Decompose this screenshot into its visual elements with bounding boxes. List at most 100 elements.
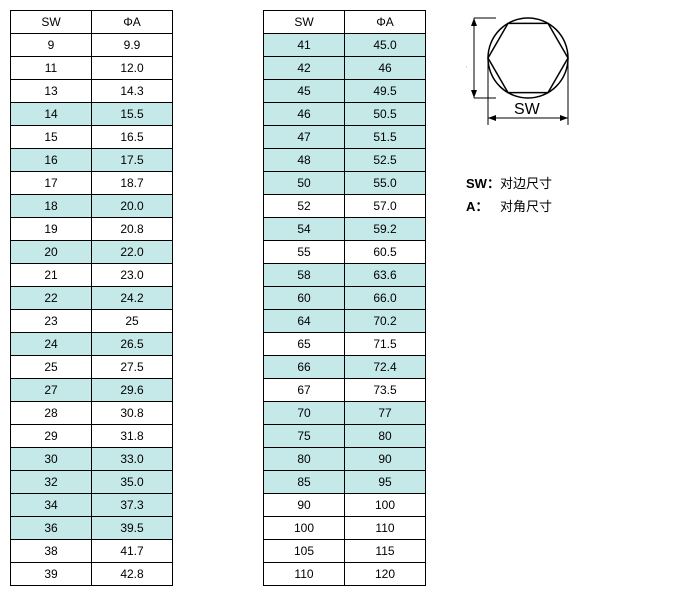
cell-sw: 29: [11, 425, 92, 448]
cell-phiA: 55.0: [345, 172, 426, 195]
cell-sw: 11: [11, 57, 92, 80]
table-row: 1415.5: [11, 103, 173, 126]
cell-sw: 24: [11, 333, 92, 356]
cell-sw: 110: [264, 563, 345, 586]
cell-phiA: 77: [345, 402, 426, 425]
table-left: SW ΦA 99.91112.01314.31415.51516.51617.5…: [10, 10, 173, 586]
legend-a-key: A：: [466, 196, 500, 215]
cell-phiA: 24.2: [92, 287, 173, 310]
cell-phiA: 20.8: [92, 218, 173, 241]
cell-phiA: 29.6: [92, 379, 173, 402]
cell-sw: 25: [11, 356, 92, 379]
table-row: 1920.8: [11, 218, 173, 241]
cell-sw: 22: [11, 287, 92, 310]
cell-phiA: 120: [345, 563, 426, 586]
cell-phiA: 59.2: [345, 218, 426, 241]
table-row: 8090: [264, 448, 426, 471]
cell-sw: 75: [264, 425, 345, 448]
cell-sw: 65: [264, 333, 345, 356]
table-row: 7077: [264, 402, 426, 425]
cell-phiA: 22.0: [92, 241, 173, 264]
cell-sw: 13: [11, 80, 92, 103]
table-row: 4852.5: [264, 149, 426, 172]
cell-sw: 67: [264, 379, 345, 402]
table-row: 1112.0: [11, 57, 173, 80]
cell-phiA: 14.3: [92, 80, 173, 103]
table-row: 3841.7: [11, 540, 173, 563]
table-row: 5055.0: [264, 172, 426, 195]
cell-phiA: 39.5: [92, 517, 173, 540]
table-row: 6470.2: [264, 310, 426, 333]
cell-phiA: 57.0: [345, 195, 426, 218]
table-row: 100110: [264, 517, 426, 540]
cell-phiA: 35.0: [92, 471, 173, 494]
table-row: 3235.0: [11, 471, 173, 494]
cell-sw: 16: [11, 149, 92, 172]
table-row: 3033.0: [11, 448, 173, 471]
table-row: 4145.0: [264, 34, 426, 57]
table-row: 5560.5: [264, 241, 426, 264]
cell-phiA: 71.5: [345, 333, 426, 356]
cell-sw: 34: [11, 494, 92, 517]
cell-phiA: 45.0: [345, 34, 426, 57]
cell-sw: 50: [264, 172, 345, 195]
table-row: 2729.6: [11, 379, 173, 402]
legend-a-text: 对角尺寸: [500, 199, 552, 214]
hex-diagram: ØA SW: [466, 10, 576, 143]
cell-phiA: 15.5: [92, 103, 173, 126]
cell-sw: 55: [264, 241, 345, 264]
diagram-label-phiA: ØA: [466, 47, 469, 68]
table-row: 105115: [264, 540, 426, 563]
cell-sw: 32: [11, 471, 92, 494]
cell-phiA: 18.7: [92, 172, 173, 195]
cell-phiA: 26.5: [92, 333, 173, 356]
table-row: 5257.0: [264, 195, 426, 218]
table-row: 3942.8: [11, 563, 173, 586]
cell-sw: 90: [264, 494, 345, 517]
cell-sw: 17: [11, 172, 92, 195]
cell-phiA: 50.5: [345, 103, 426, 126]
cell-phiA: 52.5: [345, 149, 426, 172]
table-row: 2527.5: [11, 356, 173, 379]
cell-phiA: 46: [345, 57, 426, 80]
legend-sw: SW：对边尺寸: [466, 173, 576, 192]
cell-sw: 9: [11, 34, 92, 57]
table-row: 3437.3: [11, 494, 173, 517]
cell-phiA: 25: [92, 310, 173, 333]
cell-phiA: 60.5: [345, 241, 426, 264]
cell-phiA: 80: [345, 425, 426, 448]
cell-sw: 85: [264, 471, 345, 494]
cell-sw: 52: [264, 195, 345, 218]
table-row: 4549.5: [264, 80, 426, 103]
cell-phiA: 31.8: [92, 425, 173, 448]
table-row: 6066.0: [264, 287, 426, 310]
table-row: 4650.5: [264, 103, 426, 126]
cell-phiA: 30.8: [92, 402, 173, 425]
cell-phiA: 72.4: [345, 356, 426, 379]
table-row: 2022.0: [11, 241, 173, 264]
cell-phiA: 63.6: [345, 264, 426, 287]
cell-phiA: 27.5: [92, 356, 173, 379]
cell-phiA: 115: [345, 540, 426, 563]
cell-sw: 38: [11, 540, 92, 563]
cell-sw: 45: [264, 80, 345, 103]
table-row: 8595: [264, 471, 426, 494]
col-header-sw: SW: [264, 11, 345, 34]
col-header-phiA: ΦA: [345, 11, 426, 34]
table-row: 99.9: [11, 34, 173, 57]
cell-phiA: 12.0: [92, 57, 173, 80]
cell-phiA: 42.8: [92, 563, 173, 586]
cell-sw: 80: [264, 448, 345, 471]
table-row: 2224.2: [11, 287, 173, 310]
table-row: 6571.5: [264, 333, 426, 356]
cell-phiA: 16.5: [92, 126, 173, 149]
cell-phiA: 95: [345, 471, 426, 494]
cell-sw: 14: [11, 103, 92, 126]
cell-sw: 54: [264, 218, 345, 241]
cell-sw: 46: [264, 103, 345, 126]
table-row: 1516.5: [11, 126, 173, 149]
table-row: 7580: [264, 425, 426, 448]
cell-sw: 27: [11, 379, 92, 402]
cell-phiA: 20.0: [92, 195, 173, 218]
cell-sw: 70: [264, 402, 345, 425]
